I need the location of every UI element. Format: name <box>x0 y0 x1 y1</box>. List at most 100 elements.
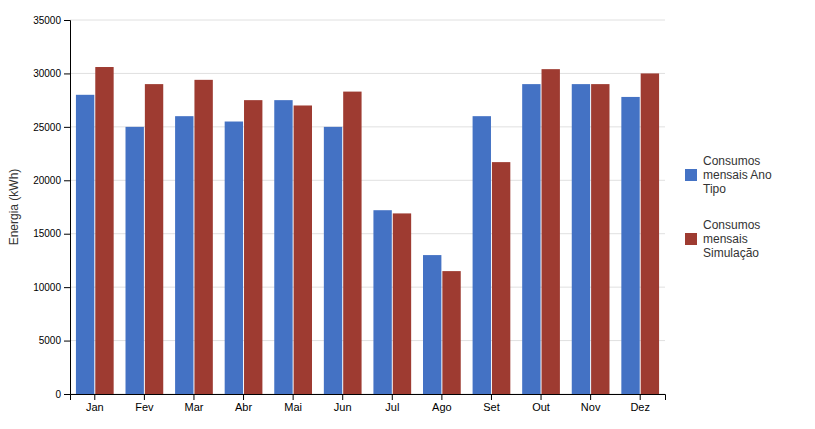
tick-label: Abr <box>235 401 252 413</box>
tick: 20000 <box>33 175 70 186</box>
bar <box>641 73 659 394</box>
tick-label: 30000 <box>33 68 61 79</box>
bar <box>194 80 212 394</box>
legend: Consumosmensais AnoTipo ConsumosmensaisSi… <box>685 154 772 260</box>
tick-mark <box>541 394 542 400</box>
tick: 5000 <box>39 335 70 346</box>
bar <box>393 213 411 394</box>
bar <box>591 84 609 394</box>
bar <box>175 116 193 394</box>
tick-mark <box>441 394 442 400</box>
tick-mark <box>64 394 70 395</box>
bar <box>294 105 312 394</box>
tick: Set <box>483 394 500 413</box>
legend-swatch <box>685 169 697 181</box>
bar <box>324 127 342 394</box>
bar <box>492 162 510 394</box>
tick: Fev <box>135 394 154 413</box>
bar <box>572 84 590 394</box>
legend-item: Consumosmensais AnoTipo <box>685 154 772 196</box>
grid-line <box>70 20 665 21</box>
tick-label: Jan <box>86 401 104 413</box>
bar <box>225 122 243 394</box>
tick: Nov <box>581 394 601 413</box>
tick: 25000 <box>33 122 70 133</box>
tick-label: Mar <box>184 401 203 413</box>
tick-label: 15000 <box>33 228 61 239</box>
tick-mark <box>590 394 591 400</box>
chart: 0 5000 10000 15000 20000 25000 30000 35000 Jan Fe… <box>0 0 815 429</box>
bar <box>473 116 491 394</box>
y-axis: 0 5000 10000 15000 20000 25000 30000 35000 <box>33 15 70 400</box>
tick-label: 20000 <box>33 175 61 186</box>
tick: Ago <box>432 394 452 413</box>
tick: 35000 <box>33 15 70 26</box>
tick-label: Jul <box>385 401 399 413</box>
legend-item: ConsumosmensaisSimulação <box>685 218 760 260</box>
tick-mark <box>491 394 492 400</box>
bar <box>442 271 460 394</box>
tick-label: 35000 <box>33 15 61 26</box>
tick-label: Set <box>483 401 500 413</box>
tick: 30000 <box>33 68 70 79</box>
tick-mark <box>64 73 70 74</box>
tick-label: Out <box>532 401 550 413</box>
tick-label: 0 <box>55 389 61 400</box>
tick-mark <box>64 127 70 128</box>
y-axis-title: Energia (kWh) <box>7 169 21 246</box>
bar <box>95 67 113 394</box>
bar-series <box>95 67 659 394</box>
legend-label: ConsumosmensaisSimulação <box>703 218 760 260</box>
bar <box>274 100 292 394</box>
axis-line <box>64 21 71 395</box>
tick-label: 5000 <box>39 335 62 346</box>
bar <box>522 84 540 394</box>
bar <box>621 97 639 394</box>
tick: Abr <box>235 394 252 413</box>
bar <box>373 210 391 394</box>
bars <box>76 67 659 394</box>
tick-label: Fev <box>135 401 154 413</box>
tick-mark <box>392 394 393 400</box>
tick-label: Jun <box>334 401 352 413</box>
grid-line <box>70 73 665 74</box>
tick: Dez <box>630 394 650 413</box>
legend-label: Consumosmensais AnoTipo <box>703 154 772 196</box>
tick-mark <box>293 394 294 400</box>
plot: 0 5000 10000 15000 20000 25000 30000 35000 Jan Fe… <box>33 15 665 413</box>
tick-mark <box>94 394 95 400</box>
tick: 15000 <box>33 228 70 239</box>
tick-mark <box>64 287 70 288</box>
tick-label: 10000 <box>33 282 61 293</box>
tick-mark <box>243 394 244 400</box>
tick: 10000 <box>33 282 70 293</box>
tick: Jan <box>86 394 104 413</box>
tick-mark <box>64 20 70 21</box>
tick-mark <box>342 394 343 400</box>
tick-label: Dez <box>630 401 650 413</box>
tick-mark <box>64 234 70 235</box>
bar <box>423 255 441 394</box>
bar <box>126 127 144 394</box>
tick-mark <box>144 394 145 400</box>
bar <box>76 95 94 394</box>
grid <box>70 20 665 394</box>
bar <box>542 69 560 394</box>
tick: Out <box>532 394 550 413</box>
tick-mark <box>64 341 70 342</box>
x-axis: Jan Fev Mar Abr Mai Jun Jul Ago Set Out Nov Dez <box>71 394 666 413</box>
tick: 0 <box>55 389 70 400</box>
tick: Mai <box>284 394 302 413</box>
bar <box>145 84 163 394</box>
tick-label: 25000 <box>33 122 61 133</box>
tick-label: Ago <box>432 401 452 413</box>
legend-swatch <box>685 233 697 245</box>
tick: Jul <box>385 394 399 413</box>
axis-line <box>71 395 666 401</box>
tick-label: Nov <box>581 401 601 413</box>
tick-mark <box>640 394 641 400</box>
bar <box>343 92 361 394</box>
tick-mark <box>193 394 194 400</box>
bar <box>244 100 262 394</box>
tick: Jun <box>334 394 352 413</box>
